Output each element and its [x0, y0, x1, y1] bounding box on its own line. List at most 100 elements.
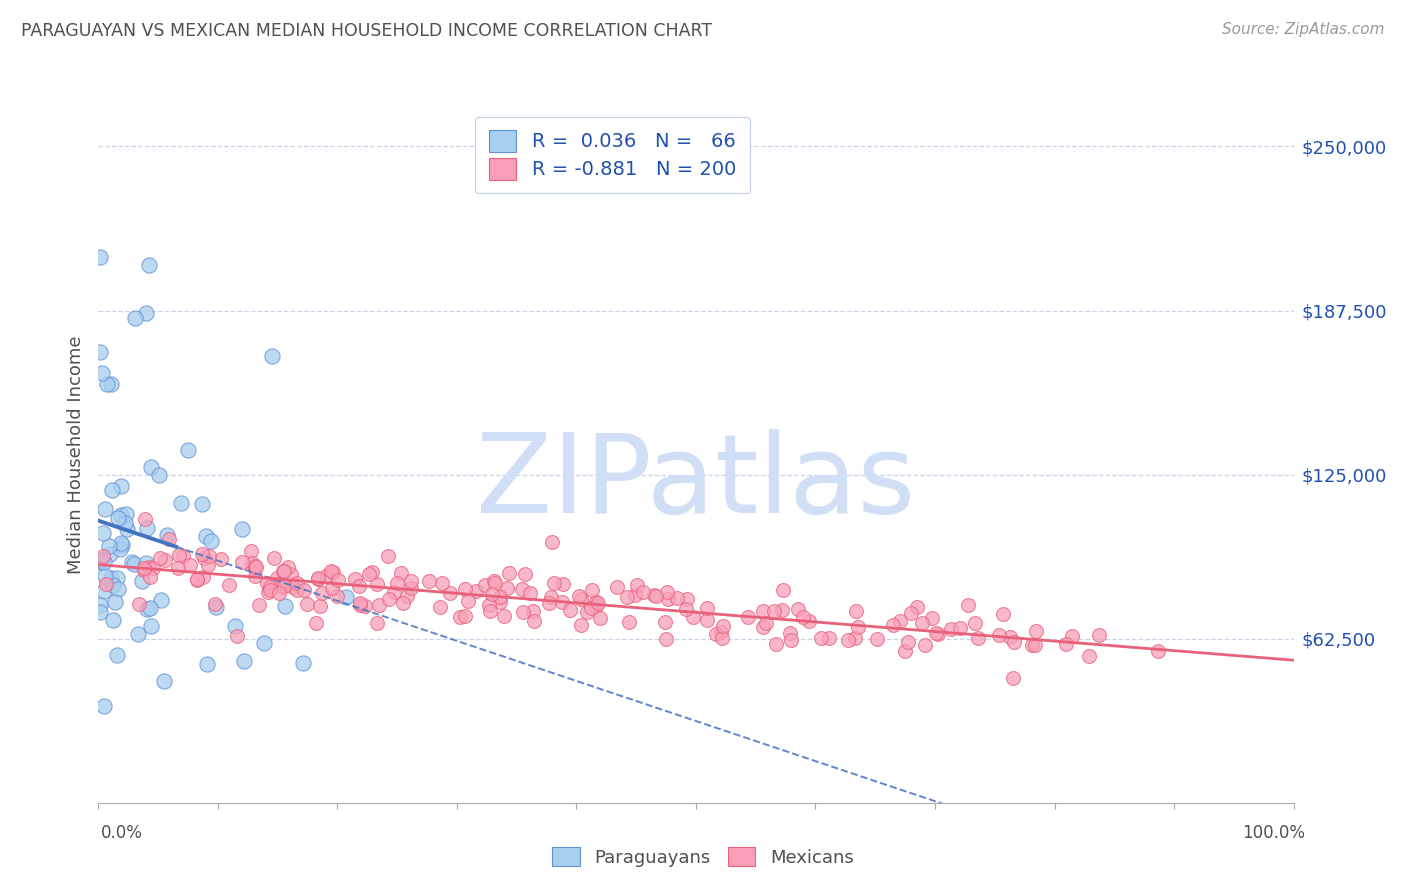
Point [271, 564, 294, 578]
Point [266, 576, 288, 591]
Point [139, 618, 162, 632]
Point [488, 595, 510, 609]
Point [280, 567, 302, 582]
Point [377, 549, 399, 563]
Point [779, 632, 801, 647]
Point [569, 592, 592, 607]
Point [378, 592, 401, 607]
Point [100, 377, 122, 392]
Point [1021, 639, 1043, 653]
Point [645, 590, 668, 604]
Point [489, 591, 512, 605]
Point [925, 626, 948, 640]
Point [357, 566, 380, 581]
Point [273, 579, 295, 593]
Point [205, 600, 228, 615]
Point [676, 591, 699, 606]
Point [91, 526, 114, 541]
Point [624, 588, 647, 602]
Legend: R =  0.036   N =   66, R = -0.881   N = 200: R = 0.036 N = 66, R = -0.881 N = 200 [475, 117, 749, 194]
Point [335, 591, 357, 605]
Point [675, 601, 697, 615]
Point [107, 511, 129, 525]
Point [1088, 628, 1111, 642]
Point [104, 595, 127, 609]
Point [243, 558, 266, 573]
Point [93, 501, 115, 516]
Point [797, 614, 820, 628]
Point [179, 558, 201, 572]
Point [256, 576, 278, 591]
Point [259, 582, 281, 597]
Point [269, 576, 291, 591]
Point [101, 613, 124, 627]
Point [385, 575, 408, 590]
Point [568, 589, 591, 603]
Point [588, 611, 610, 625]
Point [191, 570, 214, 584]
Point [285, 576, 308, 591]
Point [439, 586, 461, 600]
Point [326, 589, 349, 603]
Point [966, 632, 988, 646]
Point [991, 607, 1014, 621]
Point [579, 600, 602, 615]
Point [818, 631, 841, 645]
Point [138, 258, 160, 272]
Point [765, 637, 787, 651]
Point [453, 608, 475, 623]
Point [1001, 671, 1024, 685]
Point [382, 585, 405, 599]
Point [100, 483, 122, 497]
Point [454, 582, 477, 597]
Point [243, 561, 266, 575]
Point [190, 547, 212, 561]
Point [837, 633, 859, 648]
Point [93, 555, 115, 569]
Point [430, 576, 453, 591]
Point [110, 479, 132, 493]
Point [142, 561, 165, 575]
Point [89, 605, 111, 619]
Point [389, 566, 412, 580]
Point [89, 599, 111, 613]
Point [291, 656, 314, 670]
Point [90, 367, 112, 381]
Point [512, 605, 534, 619]
Point [349, 598, 371, 612]
Point [167, 561, 190, 575]
Text: Source: ZipAtlas.com: Source: ZipAtlas.com [1222, 22, 1385, 37]
Point [322, 565, 344, 579]
Point [139, 601, 162, 615]
Point [156, 528, 179, 542]
Point [492, 609, 515, 624]
Point [665, 591, 688, 605]
Point [260, 349, 283, 363]
Point [218, 578, 240, 592]
Point [810, 631, 832, 645]
Point [191, 497, 214, 511]
Point [321, 564, 343, 578]
Point [315, 568, 337, 582]
Point [231, 555, 253, 569]
Point [696, 600, 718, 615]
Point [710, 624, 733, 639]
Point [366, 616, 388, 631]
Point [231, 522, 253, 536]
Point [100, 572, 122, 586]
Point [153, 673, 176, 688]
Point [655, 632, 678, 646]
Point [105, 648, 128, 662]
Point [606, 580, 628, 594]
Point [245, 569, 267, 583]
Point [682, 610, 704, 624]
Point [900, 607, 922, 621]
Point [457, 594, 479, 608]
Point [134, 564, 156, 578]
Point [654, 615, 676, 629]
Point [343, 572, 366, 586]
Point [905, 600, 928, 615]
Point [309, 599, 332, 613]
Point [367, 598, 389, 612]
Point [94, 569, 117, 583]
